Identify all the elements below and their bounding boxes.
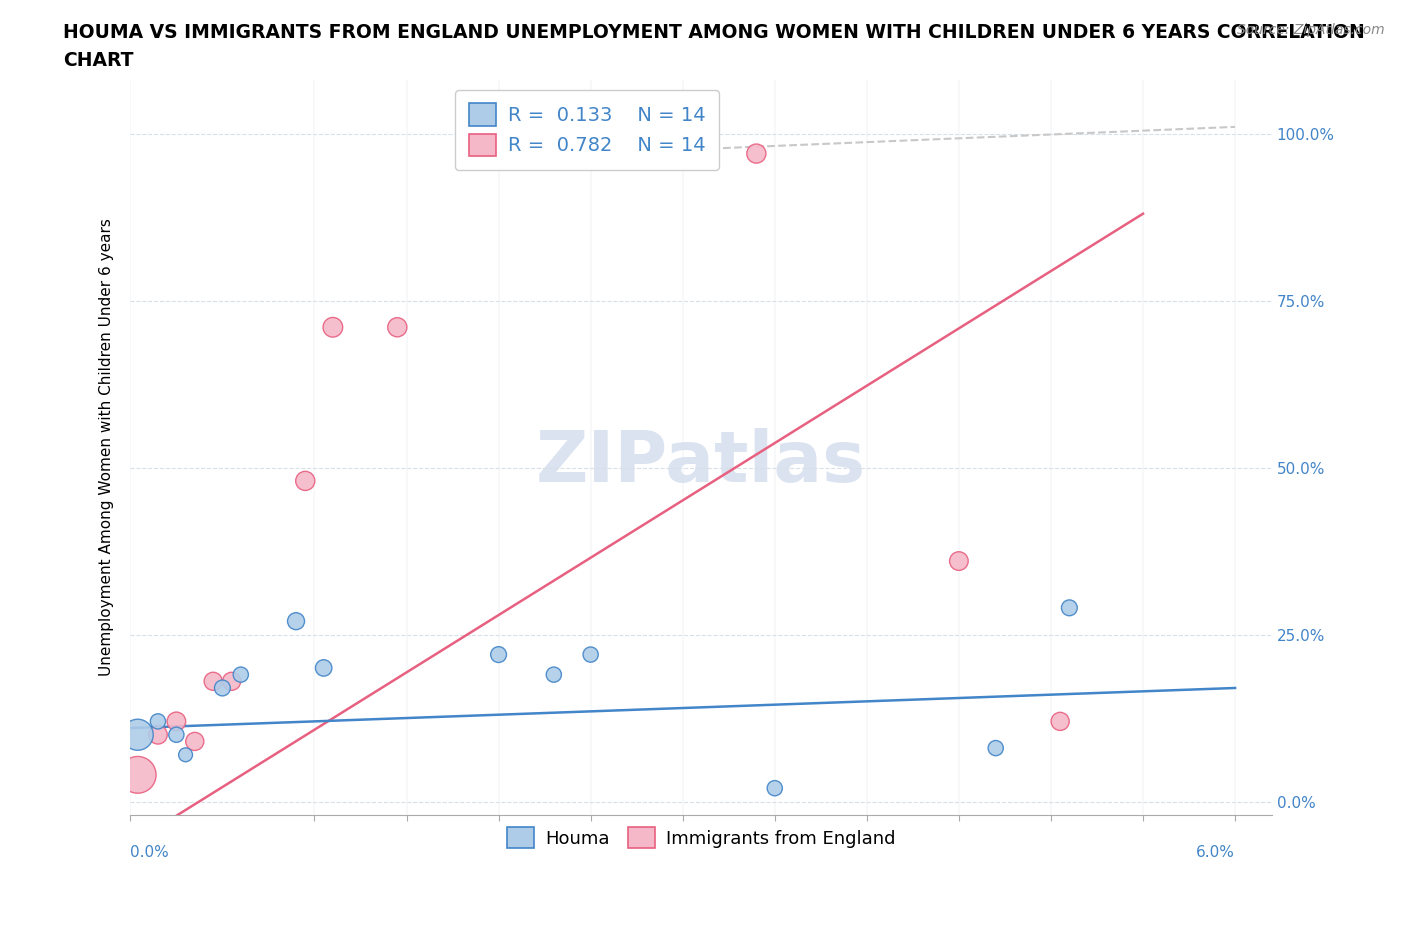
Point bbox=[165, 727, 187, 742]
Point bbox=[322, 320, 344, 335]
Point bbox=[174, 748, 197, 763]
Point bbox=[202, 674, 225, 689]
Text: 6.0%: 6.0% bbox=[1197, 845, 1234, 860]
Point bbox=[387, 320, 409, 335]
Point bbox=[763, 781, 786, 796]
Point bbox=[579, 146, 602, 161]
Point bbox=[1059, 601, 1081, 616]
Point bbox=[221, 674, 243, 689]
Point bbox=[488, 647, 510, 662]
Point bbox=[165, 714, 187, 729]
Text: HOUMA VS IMMIGRANTS FROM ENGLAND UNEMPLOYMENT AMONG WOMEN WITH CHILDREN UNDER 6 : HOUMA VS IMMIGRANTS FROM ENGLAND UNEMPLO… bbox=[63, 23, 1365, 42]
Point bbox=[984, 740, 1007, 755]
Point bbox=[1049, 714, 1071, 729]
Point bbox=[184, 734, 207, 749]
Y-axis label: Unemployment Among Women with Children Under 6 years: Unemployment Among Women with Children U… bbox=[100, 219, 114, 676]
Point bbox=[146, 714, 169, 729]
Point bbox=[146, 727, 169, 742]
Point bbox=[948, 553, 970, 568]
Point bbox=[229, 667, 252, 682]
Text: ZIPatlas: ZIPatlas bbox=[536, 428, 866, 497]
Point bbox=[211, 681, 233, 696]
Legend: Houma, Immigrants from England: Houma, Immigrants from England bbox=[498, 818, 904, 857]
Point bbox=[127, 767, 149, 782]
Point bbox=[294, 473, 316, 488]
Point bbox=[745, 146, 768, 161]
Text: Source: ZipAtlas.com: Source: ZipAtlas.com bbox=[1237, 23, 1385, 37]
Text: CHART: CHART bbox=[63, 51, 134, 70]
Point bbox=[285, 614, 308, 629]
Point bbox=[312, 660, 335, 675]
Text: 0.0%: 0.0% bbox=[131, 845, 169, 860]
Point bbox=[579, 647, 602, 662]
Point bbox=[543, 667, 565, 682]
Point bbox=[127, 727, 149, 742]
